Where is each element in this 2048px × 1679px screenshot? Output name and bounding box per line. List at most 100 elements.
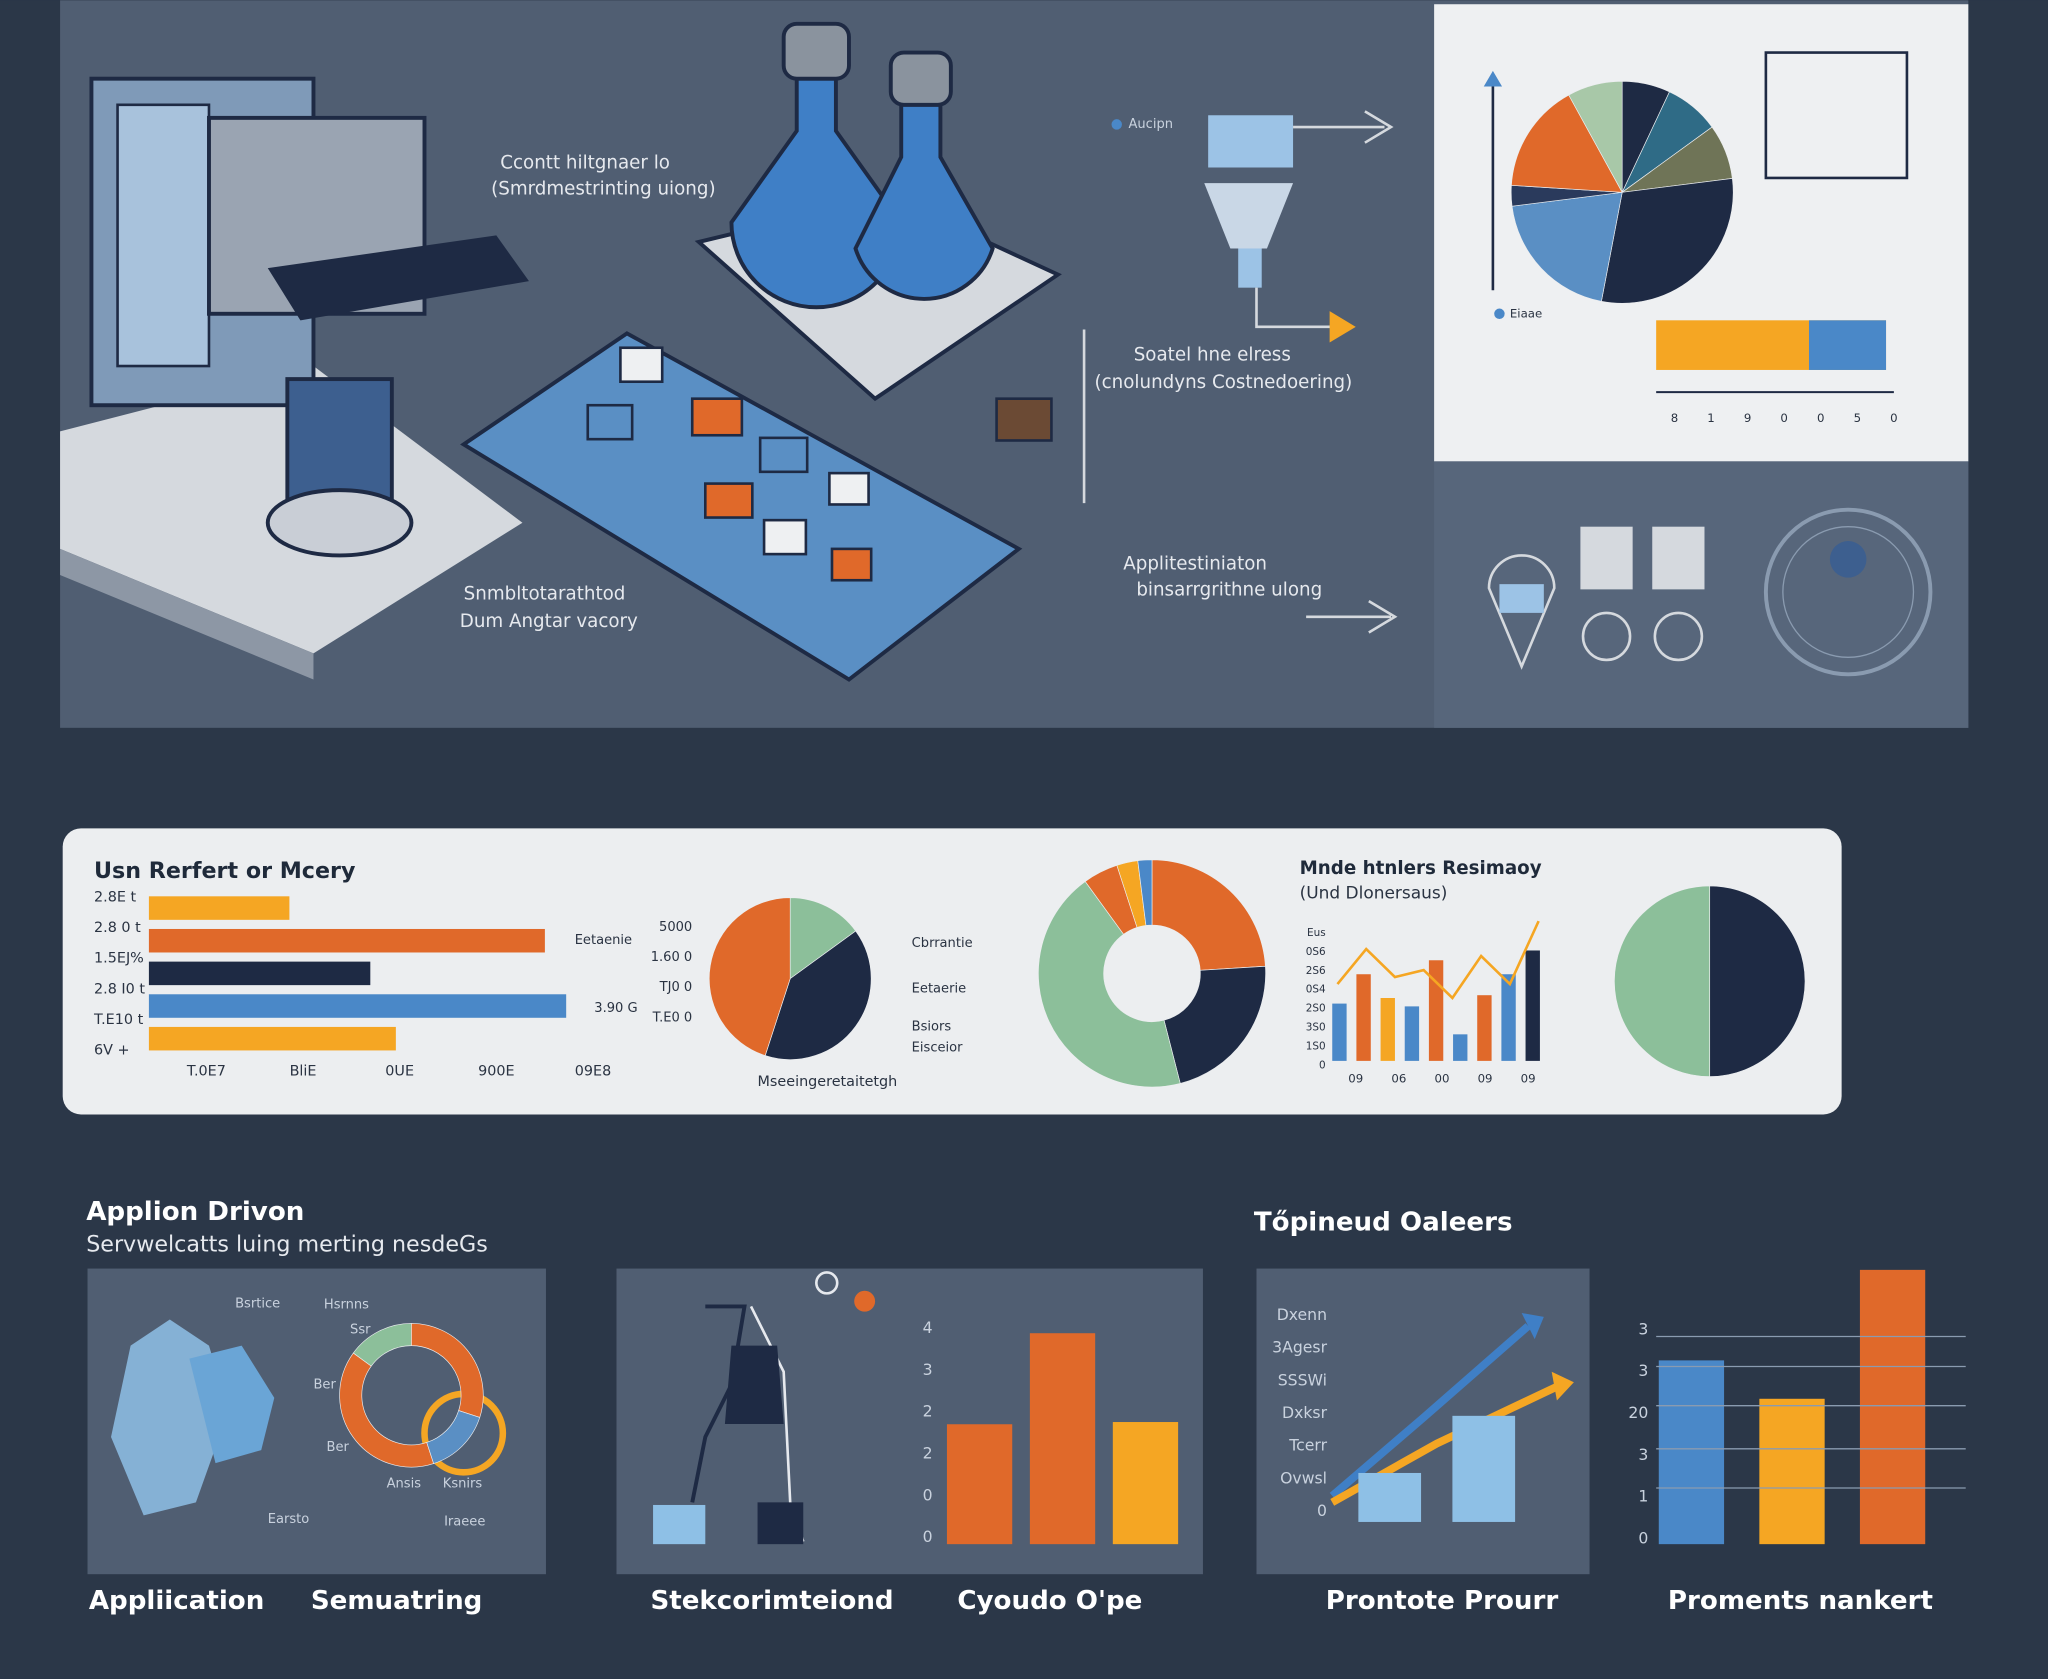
bar: [1501, 974, 1516, 1061]
label: 0: [1638, 1528, 1648, 1547]
label: Ksnirs: [443, 1477, 483, 1492]
bar: [1525, 950, 1540, 1061]
machine-foot: [265, 488, 414, 558]
illustration: [60, 21, 1933, 682]
arrow-head: [1329, 311, 1356, 343]
label: 0: [1319, 1059, 1326, 1071]
label: 2S6: [1306, 965, 1326, 977]
trend-arrow-head: [1551, 1371, 1574, 1401]
flask-cap: [888, 50, 953, 107]
chip: [703, 482, 754, 519]
pie-slice: [426, 1410, 481, 1464]
panel-art: [111, 1271, 1574, 1545]
subheading: Servwelcatts luing merting nesdeGs: [86, 1232, 488, 1258]
arrow: [1255, 287, 1333, 329]
label: Ber: [327, 1440, 350, 1455]
bar: [1380, 997, 1395, 1061]
label: 5000: [659, 920, 692, 935]
label: Eetaenie: [575, 933, 632, 948]
label: 20: [1628, 1403, 1648, 1422]
label: Tcerr: [1288, 1436, 1327, 1455]
label: 1S0: [1306, 1041, 1326, 1053]
bar: [148, 1026, 396, 1051]
label: 3S0: [1306, 1022, 1326, 1034]
machine-tray: [267, 235, 529, 321]
label: Eisceior: [912, 1040, 963, 1055]
label: T.E0 0: [652, 1010, 693, 1025]
callout: Snmbltotarathtod: [464, 584, 626, 605]
pie-slice: [1151, 859, 1266, 971]
heading: Applion Drivon: [86, 1197, 304, 1227]
label: 00: [1434, 1072, 1449, 1086]
label: 3: [1638, 1361, 1648, 1380]
arrow-head: [1368, 600, 1398, 634]
heading: Tőpineud Oaleers: [1254, 1207, 1513, 1237]
label: Hsrnns: [324, 1298, 369, 1313]
pie-slice: [708, 897, 791, 1057]
label: 6V +: [94, 1042, 130, 1058]
label: 0S6: [1306, 946, 1326, 958]
label: T.0E7: [186, 1063, 226, 1079]
bar: [1428, 960, 1444, 1061]
dot: [1494, 308, 1505, 320]
bar: [1404, 1006, 1420, 1061]
combo-title: Mnde htnlers Resimaoy: [1300, 858, 1542, 879]
icon: [1487, 554, 1556, 670]
trend-arrow: [1329, 1323, 1531, 1499]
flask-cap: [781, 21, 851, 81]
box: [995, 397, 1053, 442]
pie-slice: [1709, 885, 1806, 1077]
icon: [1653, 611, 1704, 662]
chip: [758, 436, 809, 474]
label: 2.8 I0 t: [94, 981, 145, 997]
callout: Ccontt hiltgnaer lo: [500, 153, 670, 174]
trend-arrow-head: [1521, 1312, 1544, 1340]
chip: [762, 518, 808, 556]
bar: [1859, 1269, 1926, 1545]
callout: Applitestiniaton: [1123, 554, 1267, 575]
arrow-head: [1364, 110, 1394, 144]
label: 09: [1478, 1072, 1493, 1086]
label: Eetaerie: [912, 982, 966, 997]
label: 4: [923, 1318, 933, 1337]
pie-caption: Mseeingeretaitetgh: [758, 1074, 898, 1090]
label: 0: [923, 1527, 933, 1546]
bar: [1658, 1360, 1725, 1545]
label: Appliication: [89, 1586, 264, 1616]
pie-slice: [1511, 191, 1623, 302]
bar: [1452, 1415, 1516, 1522]
label: 0S4: [1306, 984, 1326, 996]
label: 9: [1744, 411, 1751, 425]
label: 2S0: [1306, 1003, 1326, 1015]
label: 1: [1638, 1487, 1648, 1506]
icon-ring: [1763, 507, 1933, 677]
label: BliE: [290, 1063, 317, 1079]
hexagon-cluster: [189, 1345, 275, 1464]
funnel-label: Aucipn: [1128, 117, 1173, 132]
funnel-neck: [1238, 248, 1262, 288]
label: 2: [923, 1402, 933, 1421]
bar: [946, 1424, 1013, 1545]
icon: [1581, 611, 1632, 662]
bar: [1358, 1472, 1422, 1522]
label: TJ0 0: [659, 980, 693, 995]
chip: [586, 403, 634, 441]
icon: [854, 1290, 876, 1312]
block: [653, 1504, 706, 1545]
label: 0: [1890, 411, 1897, 425]
trend-line: [1336, 920, 1540, 1001]
pie-slice: [1137, 859, 1153, 926]
label: 0: [1780, 411, 1787, 425]
label: Iraeee: [444, 1514, 485, 1529]
label: Proments nankert: [1668, 1586, 1933, 1616]
bar: [148, 928, 545, 953]
chip: [830, 547, 873, 582]
bar-title: Usn Rerfert or Mcery: [94, 858, 356, 884]
label: Ber: [313, 1377, 336, 1392]
label: Earsto: [268, 1512, 310, 1527]
label: Dxksr: [1282, 1403, 1328, 1422]
label: 3Agesr: [1272, 1338, 1327, 1357]
pie-slice: [1038, 880, 1181, 1088]
label: 0: [923, 1485, 933, 1504]
